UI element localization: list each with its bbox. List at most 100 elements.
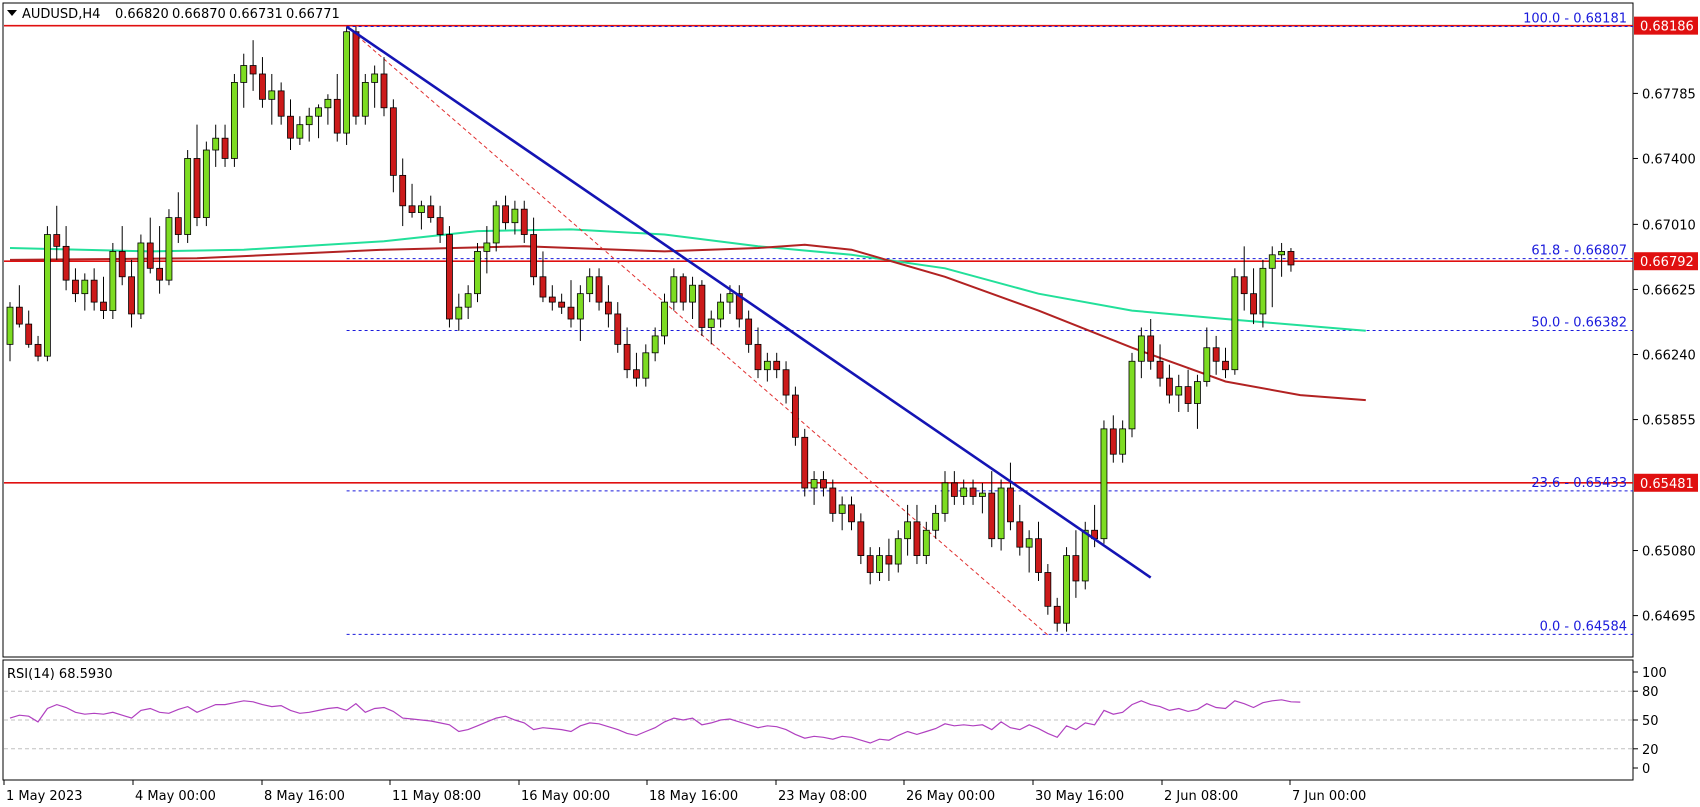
candle [361,73,369,125]
candle [857,513,865,565]
candle [913,504,921,565]
candle-body-bear [1250,293,1257,315]
candle-body-bear [333,98,341,134]
candle-body-bull [838,504,846,514]
candle-body-bear [913,521,921,557]
candle [820,471,827,497]
candle [838,496,846,531]
candle [763,352,771,382]
candle [1100,420,1108,544]
candle [165,209,173,286]
candle [1222,347,1229,379]
candle-body-bear [614,313,622,345]
candle [707,310,715,345]
candle [866,547,874,585]
candle [1053,597,1061,632]
candle-body-bear [567,306,575,320]
candle-body-bear [128,276,135,315]
candle-body-bull [979,492,986,497]
x-tick-label: 11 May 08:00 [392,789,481,804]
candle-body-bear [1072,555,1080,582]
x-labels-group: 1 May 2023 4 May 00:00 8 May 16:00 11 May 0… [3,780,1366,804]
x-tick-label: 7 Jun 00:00 [1292,789,1366,804]
candle [1259,259,1267,328]
candle-body-bear [72,279,79,295]
candle-body-bear [221,137,229,159]
x-tick-label: 23 May 08:00 [778,789,867,804]
candle-body-bear [1184,386,1192,404]
candle [1063,547,1070,632]
candle-body-bull [1119,428,1127,455]
candle-body-bull [184,158,192,235]
candle [586,268,594,303]
candle [352,26,360,125]
candle [876,547,883,581]
candle [259,57,266,108]
dropdown-triangle-icon[interactable] [7,10,17,16]
price-tag-box [1634,473,1698,492]
x-tick-label: 26 May 00:00 [906,789,995,804]
candle [661,293,668,345]
candle [408,183,416,218]
moving-average-green-line [9,228,1366,332]
candle-body-bear [156,267,164,281]
candle [614,302,622,353]
candle-body-bear [605,301,612,315]
candle-body-bear [287,115,294,139]
candle-body-bull [230,82,238,159]
candle-body-bear [1156,360,1164,379]
candle-body-bull [1278,251,1285,256]
trendline [345,25,1152,579]
candle [315,104,322,139]
candle-body-bear [969,487,977,497]
y-tick-label: 0.67785 [1642,87,1696,102]
candle [333,73,341,142]
candle-body-bear [100,301,107,311]
candle-body-bull [1063,555,1070,624]
candle [922,521,930,565]
candle-body-bear [25,323,33,345]
candle-body-bear [679,276,687,303]
candle [202,141,210,227]
candle-body-bull [707,318,715,328]
candle-body-bear [118,251,126,278]
candle [427,195,435,223]
candle [53,205,61,260]
candle [1203,327,1211,387]
candle [1268,246,1276,308]
candle [380,57,388,117]
candle-body-bear [754,343,762,371]
candle-body-bull [1259,267,1267,315]
candle [343,26,351,145]
candle [249,40,257,91]
candle [539,251,547,303]
candle [1166,364,1173,404]
candle [72,268,79,303]
candle [754,327,762,379]
candle-body-bull [726,293,734,303]
candle-body-bear [548,296,556,303]
candle-body-bull [165,217,173,281]
candle-body-bull [876,555,883,573]
candle-body-bear [735,293,743,320]
candles-group [6,26,1295,632]
candle-body-bear [15,306,23,325]
candle [6,302,14,362]
candle [100,276,107,320]
candle [34,335,42,362]
candle-body-bull [1268,254,1276,269]
candle [128,259,135,328]
candle-body-bull [511,208,519,224]
candle-body-bull [212,137,220,151]
candle-body-bull [324,98,332,109]
candle [81,273,89,311]
trendline-group [345,25,1152,579]
header-open: 0.66820 [115,7,169,22]
candle [287,99,294,151]
candle [782,361,790,404]
fib-level-label: 23.6 - 0.65433 [1531,476,1627,491]
candle-body-bull [371,73,379,83]
rsi-level-label: 20 [1642,743,1659,758]
candle-body-bull [315,107,322,117]
candle [44,226,51,362]
